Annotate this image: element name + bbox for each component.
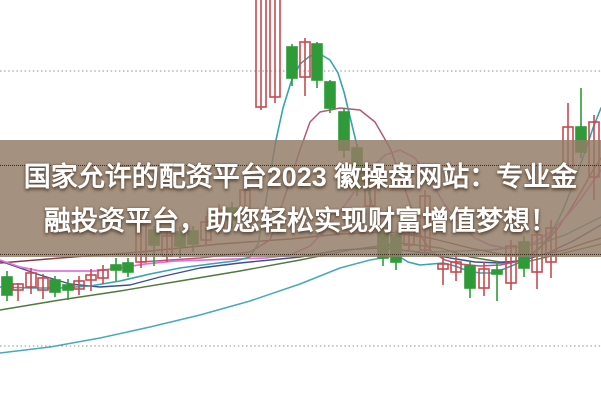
banner-gridline (0, 165, 601, 166)
candlestick (450, 256, 462, 281)
candlestick (25, 268, 37, 294)
banner-gridline (0, 254, 601, 255)
candlestick (255, 0, 267, 110)
candlestick (491, 261, 503, 301)
candlestick (269, 0, 281, 103)
candlestick (311, 42, 323, 88)
candlestick (299, 38, 311, 96)
candlestick (110, 258, 122, 281)
ad-banner-line1: 国家允许的配资平台2023 徽操盘网站：专业金 (23, 161, 578, 192)
candlestick (49, 276, 61, 297)
candlestick (324, 80, 336, 113)
candlestick (73, 276, 85, 295)
candlestick (85, 269, 97, 291)
candlestick (97, 265, 109, 284)
candlestick (122, 258, 134, 277)
ad-banner-line2: 融投资平台，助您轻松实现财富增值梦想！ (44, 205, 557, 236)
candlestick (1, 271, 13, 301)
candlestick (62, 279, 74, 300)
candlestick (286, 44, 298, 86)
candlestick (478, 262, 490, 296)
candlestick (437, 257, 449, 285)
candlestick (464, 262, 476, 298)
ad-banner[interactable]: 国家允许的配资平台2023 徽操盘网站：专业金 融投资平台，助您轻松实现财富增值… (0, 140, 601, 257)
candlestick (37, 274, 49, 299)
candlestick (12, 283, 24, 301)
